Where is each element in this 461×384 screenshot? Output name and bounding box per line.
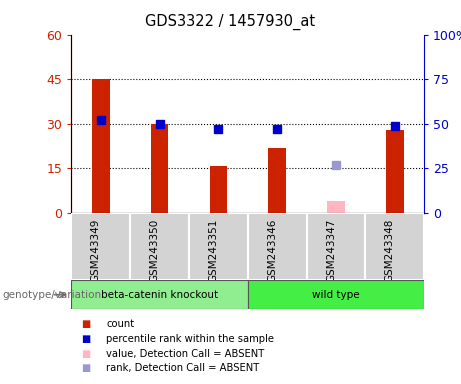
Text: percentile rank within the sample: percentile rank within the sample: [106, 334, 274, 344]
Text: GSM243348: GSM243348: [385, 218, 395, 282]
Text: count: count: [106, 319, 134, 329]
Bar: [210, 166, 227, 213]
Text: GSM243351: GSM243351: [208, 218, 219, 282]
Text: beta-catenin knockout: beta-catenin knockout: [101, 290, 218, 300]
Text: rank, Detection Call = ABSENT: rank, Detection Call = ABSENT: [106, 363, 259, 373]
Text: ■: ■: [81, 319, 90, 329]
Text: ■: ■: [81, 334, 90, 344]
Bar: [92, 79, 110, 213]
Text: GDS3322 / 1457930_at: GDS3322 / 1457930_at: [145, 13, 316, 30]
Bar: [307, 213, 366, 280]
Bar: [248, 280, 424, 309]
Bar: [386, 130, 403, 213]
Text: GSM243349: GSM243349: [91, 218, 101, 282]
Text: ■: ■: [81, 363, 90, 373]
Text: ■: ■: [81, 349, 90, 359]
Text: value, Detection Call = ABSENT: value, Detection Call = ABSENT: [106, 349, 264, 359]
Text: GSM243347: GSM243347: [326, 218, 336, 282]
Bar: [71, 280, 248, 309]
Bar: [248, 213, 307, 280]
Bar: [189, 213, 248, 280]
Text: GSM243350: GSM243350: [150, 218, 160, 282]
Bar: [151, 124, 168, 213]
Bar: [71, 213, 130, 280]
Bar: [365, 213, 424, 280]
Bar: [327, 201, 345, 213]
Bar: [268, 148, 286, 213]
Text: wild type: wild type: [312, 290, 360, 300]
Bar: [130, 213, 189, 280]
Text: genotype/variation: genotype/variation: [2, 290, 101, 300]
Text: GSM243346: GSM243346: [267, 218, 277, 282]
